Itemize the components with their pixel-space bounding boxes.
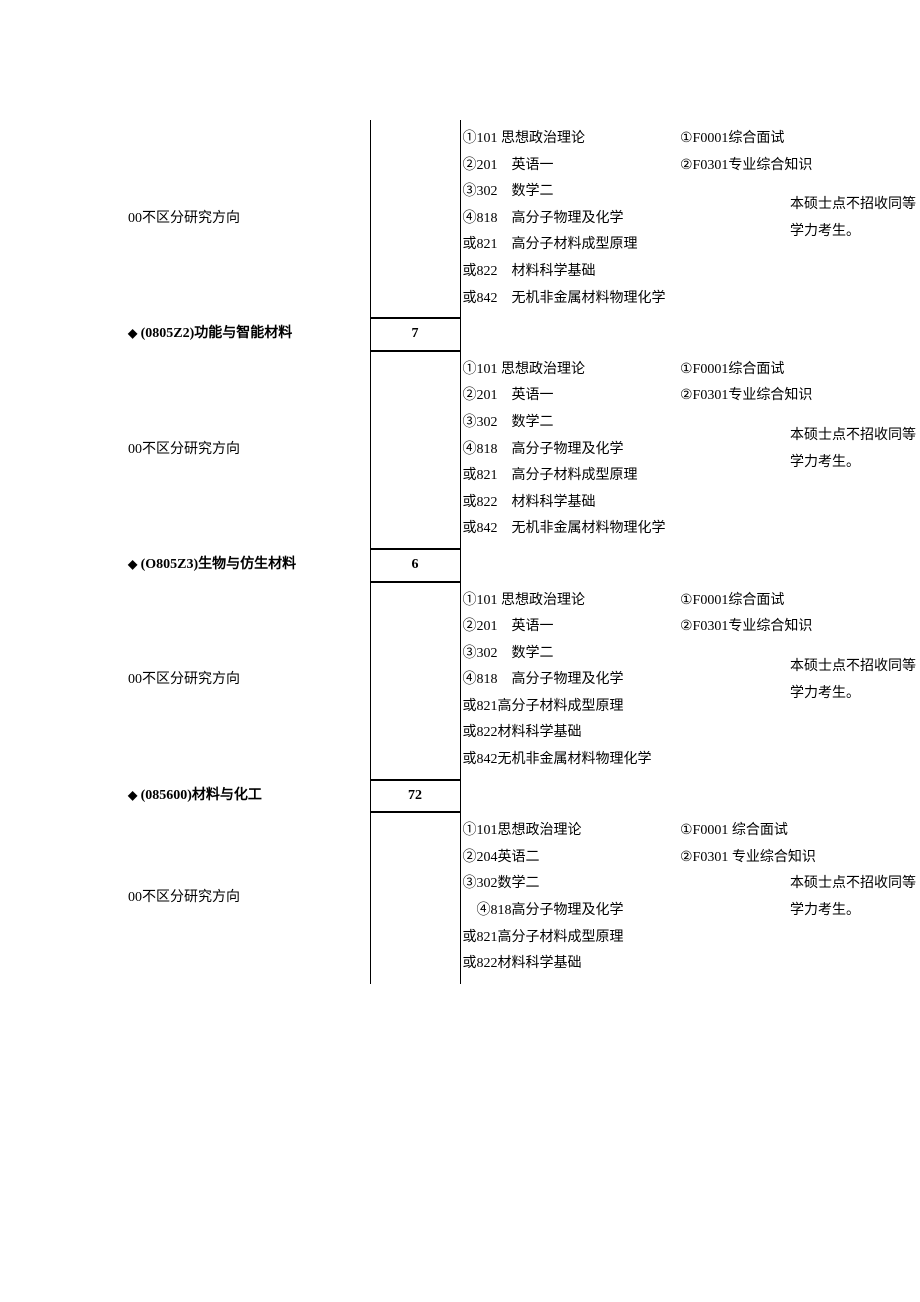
subject-line: ③302 数学二 — [463, 179, 681, 206]
retest-cell: ①F0001综合面试 ②F0301专业综合知识 — [680, 582, 790, 780]
retest-line: ②F0301专业综合知识 — [680, 614, 790, 641]
retest-cell: ①F0001综合面试 ②F0301专业综合知识 — [680, 120, 790, 318]
section-row: ◆ (0805Z2)功能与智能材料 7 — [0, 318, 920, 351]
subject-line: 或822材料科学基础 — [463, 951, 681, 978]
subject-line: ④818高分子物理及化学 — [463, 898, 681, 925]
remark-line: 本硕士点不招收同等 — [790, 871, 920, 898]
section-row: ◆ (O805Z3)生物与仿生材料 6 — [0, 549, 920, 582]
table-row: 00不区分研究方向 ①101 思想政治理论 ②201 英语一 ③302 数学二 … — [0, 351, 920, 549]
section-quota: 72 — [370, 780, 460, 813]
retest-cell: ①F0001综合面试 ②F0301专业综合知识 — [680, 351, 790, 549]
section-label-cell: ◆ (0805Z2)功能与智能材料 — [0, 318, 370, 351]
remarks-cell: 本硕士点不招收同等 学力考生。 — [790, 582, 920, 780]
direction-cell: 00不区分研究方向 — [0, 582, 370, 780]
subject-line: ③302数学二 — [463, 871, 681, 898]
direction-text: 00不区分研究方向 — [128, 442, 240, 457]
remarks-cell: 本硕士点不招收同等 学力考生。 — [790, 120, 920, 318]
direction-cell: 00不区分研究方向 — [0, 812, 370, 984]
section-label: (0805Z2)功能与智能材料 — [141, 326, 293, 341]
remark-line: 本硕士点不招收同等 — [790, 192, 920, 219]
retest-line: ②F0301专业综合知识 — [680, 383, 790, 410]
subjects-cell: ①101 思想政治理论 ②201 英语一 ③302 数学二 ④818 高分子物理… — [460, 120, 680, 318]
subjects-cell: ①101思想政治理论 ②204英语二 ③302数学二 ④818高分子物理及化学 … — [460, 812, 680, 984]
remark-line: 学力考生。 — [790, 219, 920, 246]
quota-empty-cell — [370, 812, 460, 984]
subjects-cell: ①101 思想政治理论 ②201 英语一 ③302 数学二 ④818 高分子物理… — [460, 351, 680, 549]
subject-line: 或842 无机非金属材料物理化学 — [463, 286, 681, 313]
section-row: ◆ (085600)材料与化工 72 — [0, 780, 920, 813]
remark-line: 本硕士点不招收同等 — [790, 423, 920, 450]
retest-line: ①F0001综合面试 — [680, 357, 790, 384]
subject-line: ④818 高分子物理及化学 — [463, 437, 681, 464]
section-label: (O805Z3)生物与仿生材料 — [141, 557, 297, 572]
subject-line: ①101 思想政治理论 — [463, 126, 681, 153]
table-row: 00不区分研究方向 ①101思想政治理论 ②204英语二 ③302数学二 ④81… — [0, 812, 920, 984]
diamond-icon: ◆ — [128, 326, 141, 340]
subject-line: ①101 思想政治理论 — [463, 357, 681, 384]
remark-line: 学力考生。 — [790, 450, 920, 477]
direction-cell: 00不区分研究方向 — [0, 120, 370, 318]
quota-empty-cell — [370, 120, 460, 318]
subject-line: ②201 英语一 — [463, 153, 681, 180]
retest-line: ①F0001综合面试 — [680, 588, 790, 615]
subject-line: 或822 材料科学基础 — [463, 490, 681, 517]
subject-line: 或822 材料科学基础 — [463, 259, 681, 286]
section-label-cell: ◆ (O805Z3)生物与仿生材料 — [0, 549, 370, 582]
subject-line: 或842无机非金属材料物理化学 — [463, 747, 681, 774]
remarks-cell: 本硕士点不招收同等 学力考生。 — [790, 812, 920, 984]
table-row: 00不区分研究方向 ①101 思想政治理论 ②201 英语一 ③302 数学二 … — [0, 582, 920, 780]
subject-line: ③302 数学二 — [463, 410, 681, 437]
subject-line: ④818 高分子物理及化学 — [463, 206, 681, 233]
direction-text: 00不区分研究方向 — [128, 890, 240, 905]
direction-text: 00不区分研究方向 — [128, 672, 240, 687]
retest-line: ②F0301 专业综合知识 — [680, 845, 790, 872]
remark-line: 学力考生。 — [790, 681, 920, 708]
section-quota: 6 — [370, 549, 460, 582]
subject-line: 或821 高分子材料成型原理 — [463, 232, 681, 259]
section-label-cell: ◆ (085600)材料与化工 — [0, 780, 370, 813]
subject-line: ②201 英语一 — [463, 383, 681, 410]
retest-line: ①F0001综合面试 — [680, 126, 790, 153]
subject-line: 或821 高分子材料成型原理 — [463, 463, 681, 490]
diamond-icon: ◆ — [128, 788, 141, 802]
quota-empty-cell — [370, 351, 460, 549]
subject-line: ③302 数学二 — [463, 641, 681, 668]
subject-line: ②204英语二 — [463, 845, 681, 872]
section-label: (085600)材料与化工 — [141, 788, 262, 803]
remarks-cell: 本硕士点不招收同等 学力考生。 — [790, 351, 920, 549]
subject-line: 或822材料科学基础 — [463, 720, 681, 747]
retest-cell: ①F0001 综合面试 ②F0301 专业综合知识 — [680, 812, 790, 984]
section-quota: 7 — [370, 318, 460, 351]
subject-line: 或821高分子材料成型原理 — [463, 694, 681, 721]
quota-empty-cell — [370, 582, 460, 780]
retest-line: ①F0001 综合面试 — [680, 818, 790, 845]
direction-cell: 00不区分研究方向 — [0, 351, 370, 549]
program-table: 00不区分研究方向 ①101 思想政治理论 ②201 英语一 ③302 数学二 … — [0, 120, 920, 984]
subject-line: ②201 英语一 — [463, 614, 681, 641]
subject-line: ①101 思想政治理论 — [463, 588, 681, 615]
diamond-icon: ◆ — [128, 557, 141, 571]
subjects-cell: ①101 思想政治理论 ②201 英语一 ③302 数学二 ④818 高分子物理… — [460, 582, 680, 780]
direction-text: 00不区分研究方向 — [128, 211, 240, 226]
remark-line: 学力考生。 — [790, 898, 920, 925]
retest-line: ②F0301专业综合知识 — [680, 153, 790, 180]
subject-line: ④818 高分子物理及化学 — [463, 667, 681, 694]
subject-line: 或821高分子材料成型原理 — [463, 925, 681, 952]
subject-line: 或842 无机非金属材料物理化学 — [463, 516, 681, 543]
subject-line: ①101思想政治理论 — [463, 818, 681, 845]
remark-line: 本硕士点不招收同等 — [790, 654, 920, 681]
table-row: 00不区分研究方向 ①101 思想政治理论 ②201 英语一 ③302 数学二 … — [0, 120, 920, 318]
